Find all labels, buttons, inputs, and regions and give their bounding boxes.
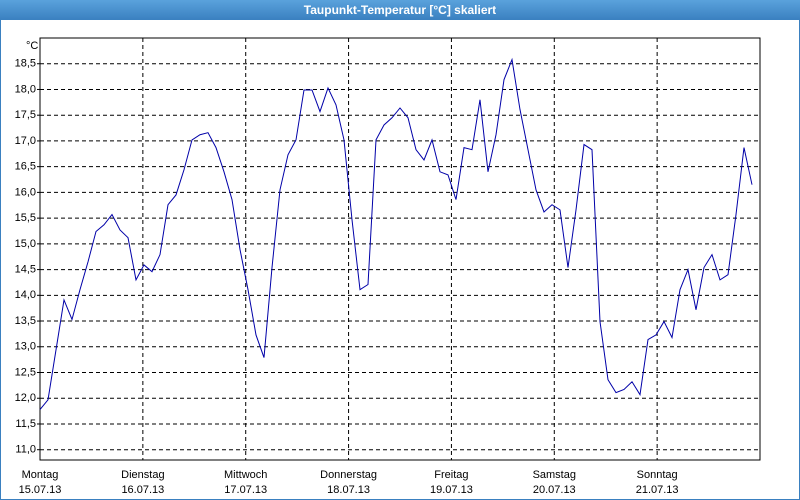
x-tick-day: Samstag [533,469,576,481]
y-tick-label: 12,5 [15,366,36,378]
x-tick-day: Sonntag [637,469,678,481]
y-tick-label: 16,5 [15,161,36,173]
x-tick-day: Freitag [434,469,468,481]
x-tick-date: 17.07.13 [224,484,267,496]
y-tick-label: 15,0 [15,238,36,250]
title-bar [0,0,800,20]
y-tick-label: 17,5 [15,109,36,121]
y-tick-label: 14,5 [15,263,36,275]
y-tick-label: 16,0 [15,186,36,198]
y-tick-label: 13,5 [15,315,36,327]
y-tick-label: 11,5 [15,418,36,430]
y-tick-label: 14,0 [15,289,36,301]
x-tick-date: 15.07.13 [19,484,62,496]
y-tick-label: 18,5 [15,58,36,70]
x-tick-date: 19.07.13 [430,484,473,496]
x-tick-day: Dienstag [121,469,164,481]
y-tick-label: 15,5 [15,212,36,224]
chart-title: Taupunkt-Temperatur [°C] skaliert [304,3,496,17]
plot-frame [39,37,761,461]
y-tick-label: 11,0 [15,444,36,456]
x-tick-date: 20.07.13 [533,484,576,496]
y-tick-label: 17,0 [15,135,36,147]
temperature-line [39,57,753,410]
y-tick-label: 12,0 [15,392,36,404]
x-tick-day: Montag [22,469,59,481]
y-tick-label: 13,0 [15,341,36,353]
y-tick-label: 18,0 [15,83,36,95]
x-tick-day: Donnerstag [320,469,377,481]
y-unit: °C [26,40,38,52]
x-tick-date: 16.07.13 [121,484,164,496]
x-tick-date: 21.07.13 [636,484,679,496]
x-tick-date: 18.07.13 [327,484,370,496]
x-tick-day: Mittwoch [224,469,267,481]
